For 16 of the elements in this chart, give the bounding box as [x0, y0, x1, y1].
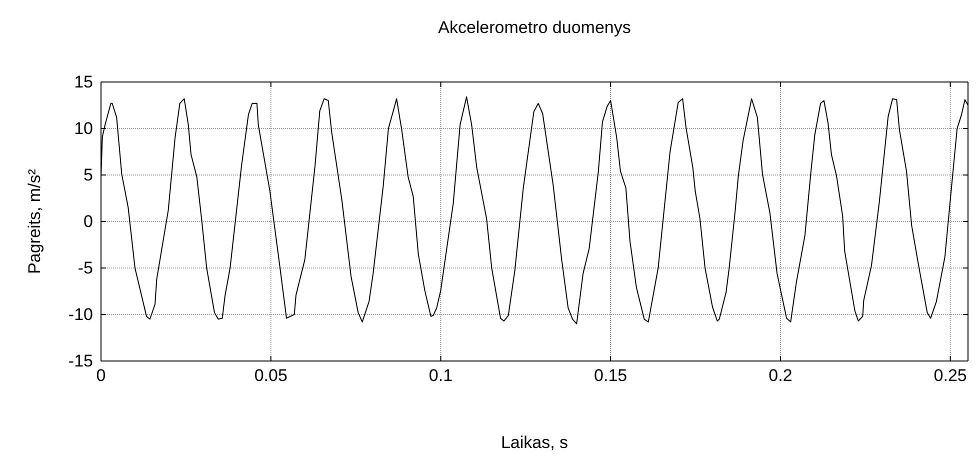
y-tick-label: 5 — [84, 165, 93, 184]
y-tick-label: 15 — [74, 72, 93, 92]
chart-title: Akcelerometro duomenys — [438, 18, 631, 37]
y-tick-label: 10 — [74, 118, 93, 138]
y-tick-label: 0 — [84, 212, 93, 231]
y-tick-label: -10 — [68, 304, 93, 324]
x-tick-label: 0.2 — [768, 366, 792, 386]
y-tick-label: -5 — [78, 258, 93, 278]
x-tick-label: 0.15 — [594, 366, 628, 386]
x-tick-label: 0.05 — [254, 366, 288, 386]
y-axis-title: Pagreits, m/s² — [25, 168, 44, 274]
x-tick-label: 0 — [96, 366, 106, 386]
x-axis-title: Laikas, s — [500, 433, 568, 452]
x-tick-label: 0.1 — [428, 366, 453, 386]
x-tick-label: 0.25 — [934, 366, 967, 386]
y-tick-label: -15 — [68, 351, 93, 370]
